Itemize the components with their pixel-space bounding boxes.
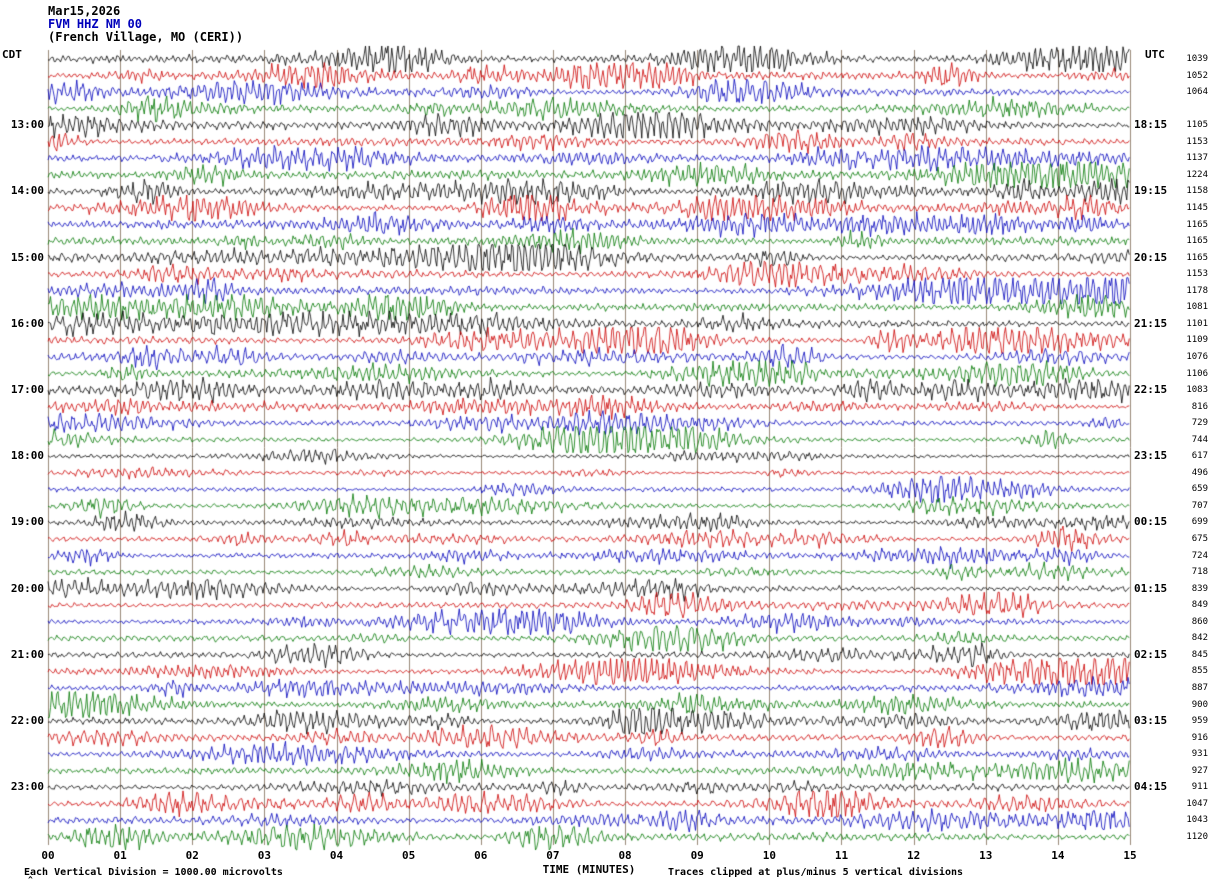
amplitude-value: 1165 <box>1186 219 1208 230</box>
x-tick-label: 01 <box>113 849 127 862</box>
x-tick-label: 03 <box>257 849 272 862</box>
utc-time-label: 00:15 <box>1134 515 1168 529</box>
scale-note: Each Vertical Division = 1000.00 microvo… <box>24 867 283 878</box>
amplitude-value: 959 <box>1191 716 1208 727</box>
utc-time-label: 23:15 <box>1134 449 1168 463</box>
utc-time-label: 20:15 <box>1134 250 1168 264</box>
cdt-time-label: 23:00 <box>10 780 44 794</box>
cdt-time-label: 14:00 <box>10 184 44 198</box>
amplitude-value: 1043 <box>1186 815 1208 826</box>
header-date: Mar15,2026 <box>48 4 121 18</box>
x-tick-label: 13 <box>979 849 993 862</box>
amplitude-value: 1106 <box>1186 368 1208 379</box>
x-tick-label: 06 <box>474 849 488 862</box>
amplitude-value: 1153 <box>1186 136 1208 147</box>
amplitude-value: 1064 <box>1186 87 1208 98</box>
header-station: FVM HHZ NM 00 <box>48 17 142 31</box>
amplitude-value: 842 <box>1191 633 1208 644</box>
cdt-time-label: 17:00 <box>10 383 44 397</box>
amplitude-value: 816 <box>1191 401 1208 412</box>
amplitude-value: 1165 <box>1186 236 1208 247</box>
amplitude-value: 617 <box>1191 451 1208 462</box>
cdt-time-label: 22:00 <box>10 714 44 728</box>
x-tick-label: 07 <box>546 849 560 862</box>
amplitude-value: 855 <box>1191 666 1208 677</box>
amplitude-value: 675 <box>1191 534 1208 545</box>
amplitude-value: 927 <box>1191 765 1208 776</box>
clip-note: Traces clipped at plus/minus 5 vertical … <box>668 867 964 878</box>
amplitude-value: 1158 <box>1186 186 1208 197</box>
x-tick-label: 10 <box>762 849 776 862</box>
utc-time-label: 03:15 <box>1134 714 1168 728</box>
amplitude-value: 1039 <box>1186 54 1208 64</box>
utc-time-label: 04:15 <box>1134 780 1168 794</box>
amplitude-value: 718 <box>1191 567 1208 578</box>
amplitude-value: 1076 <box>1186 351 1208 362</box>
amplitude-value: 1047 <box>1186 798 1208 809</box>
amplitude-value: 931 <box>1191 749 1208 760</box>
cdt-time-label: 20:00 <box>10 581 44 595</box>
amplitude-value: 1137 <box>1186 153 1208 164</box>
utc-time-label: 02:15 <box>1134 647 1168 661</box>
cdt-time-label: 13:00 <box>10 118 44 132</box>
amplitude-value: 1101 <box>1186 318 1208 329</box>
amplitude-value: 496 <box>1191 467 1208 478</box>
cdt-time-label: 16:00 <box>10 316 44 330</box>
amplitude-value: 887 <box>1191 683 1208 694</box>
amplitude-value: 724 <box>1191 550 1208 561</box>
amplitude-value: 707 <box>1191 500 1208 511</box>
amplitude-value: 729 <box>1191 418 1208 429</box>
amplitude-value: 659 <box>1191 484 1208 495</box>
cdt-time-label: 18:00 <box>10 449 44 463</box>
x-tick-label: 00 <box>41 849 55 862</box>
left-timezone-label: CDT <box>2 48 22 61</box>
x-tick-label: 08 <box>618 849 632 862</box>
cdt-time-label: 15:00 <box>10 250 44 264</box>
cdt-time-label: 21:00 <box>10 647 44 661</box>
amplitude-value: 849 <box>1191 600 1208 611</box>
amplitude-value: 1178 <box>1186 285 1208 296</box>
amplitude-value: 699 <box>1191 517 1208 528</box>
x-axis-title: TIME (MINUTES) <box>542 863 636 876</box>
x-tick-label: 12 <box>906 849 921 862</box>
amplitude-value: 1105 <box>1186 120 1208 131</box>
right-timezone-label: UTC <box>1145 48 1165 61</box>
utc-time-label: 18:15 <box>1134 118 1168 132</box>
x-tick-label: 14 <box>1051 849 1065 862</box>
amplitude-value: 1145 <box>1186 202 1208 213</box>
x-tick-label: 09 <box>690 849 704 862</box>
x-tick-label: 04 <box>329 849 344 862</box>
x-tick-label: 02 <box>185 849 199 862</box>
cdt-time-label: 19:00 <box>10 515 44 529</box>
amplitude-value: 911 <box>1191 782 1208 793</box>
amplitude-value: 1081 <box>1186 302 1208 313</box>
utc-time-label: 22:15 <box>1134 383 1168 397</box>
amplitude-value: 744 <box>1191 434 1208 445</box>
amplitude-value: 1120 <box>1186 832 1208 842</box>
amplitude-value: 1083 <box>1186 385 1208 396</box>
amplitude-value: 860 <box>1191 616 1208 627</box>
amplitude-value: 839 <box>1191 583 1208 594</box>
amplitude-value: 1153 <box>1186 269 1208 280</box>
x-tick-label: 15 <box>1123 849 1137 862</box>
utc-time-label: 21:15 <box>1134 316 1168 330</box>
x-tick-label: 05 <box>402 849 416 862</box>
amplitude-value: 1224 <box>1186 169 1208 180</box>
utc-time-label: 01:15 <box>1134 581 1168 595</box>
amplitude-value: 845 <box>1191 649 1208 660</box>
amplitude-value: 1165 <box>1186 252 1208 263</box>
utc-time-label: 19:15 <box>1134 184 1168 198</box>
amplitude-value: 1109 <box>1186 335 1208 346</box>
amplitude-value: 1052 <box>1186 70 1208 81</box>
header-location: (French Village, MO (CERI)) <box>48 30 244 44</box>
amplitude-value: 916 <box>1191 732 1208 743</box>
x-tick-label: 11 <box>834 849 849 862</box>
corner-mark: ^ <box>28 875 33 884</box>
amplitude-value: 900 <box>1191 699 1208 710</box>
